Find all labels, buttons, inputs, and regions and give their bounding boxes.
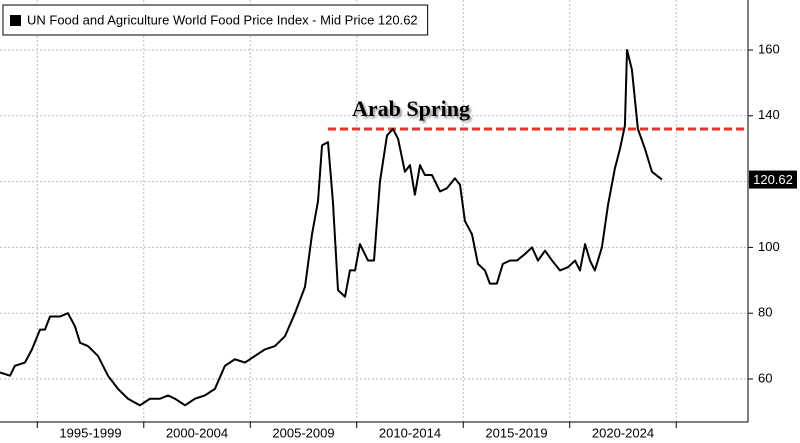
annotation-label: Arab Spring — [352, 96, 470, 121]
x-tick-label: 2000-2004 — [166, 425, 228, 440]
x-tick-label: 2010-2014 — [379, 425, 441, 440]
y-tick-label: 80 — [758, 305, 772, 320]
x-tick-label: 2015-2019 — [485, 425, 547, 440]
x-tick-label: 2020-2024 — [592, 425, 654, 440]
series-line — [0, 49, 663, 407]
last-value-box — [749, 170, 797, 189]
y-tick-label: 60 — [758, 370, 772, 385]
y-tick-label: 140 — [758, 107, 780, 122]
y-tick-label: 160 — [758, 41, 780, 56]
x-tick-label: 1995-1999 — [59, 425, 121, 440]
legend-box — [2, 4, 429, 36]
y-tick-label: 100 — [758, 239, 780, 254]
legend-label: UN Food and Agriculture World Food Price… — [27, 12, 418, 27]
last-value-label: 120.62 — [753, 172, 793, 187]
x-tick-label: 2005-2009 — [272, 425, 334, 440]
legend-swatch — [10, 15, 21, 26]
